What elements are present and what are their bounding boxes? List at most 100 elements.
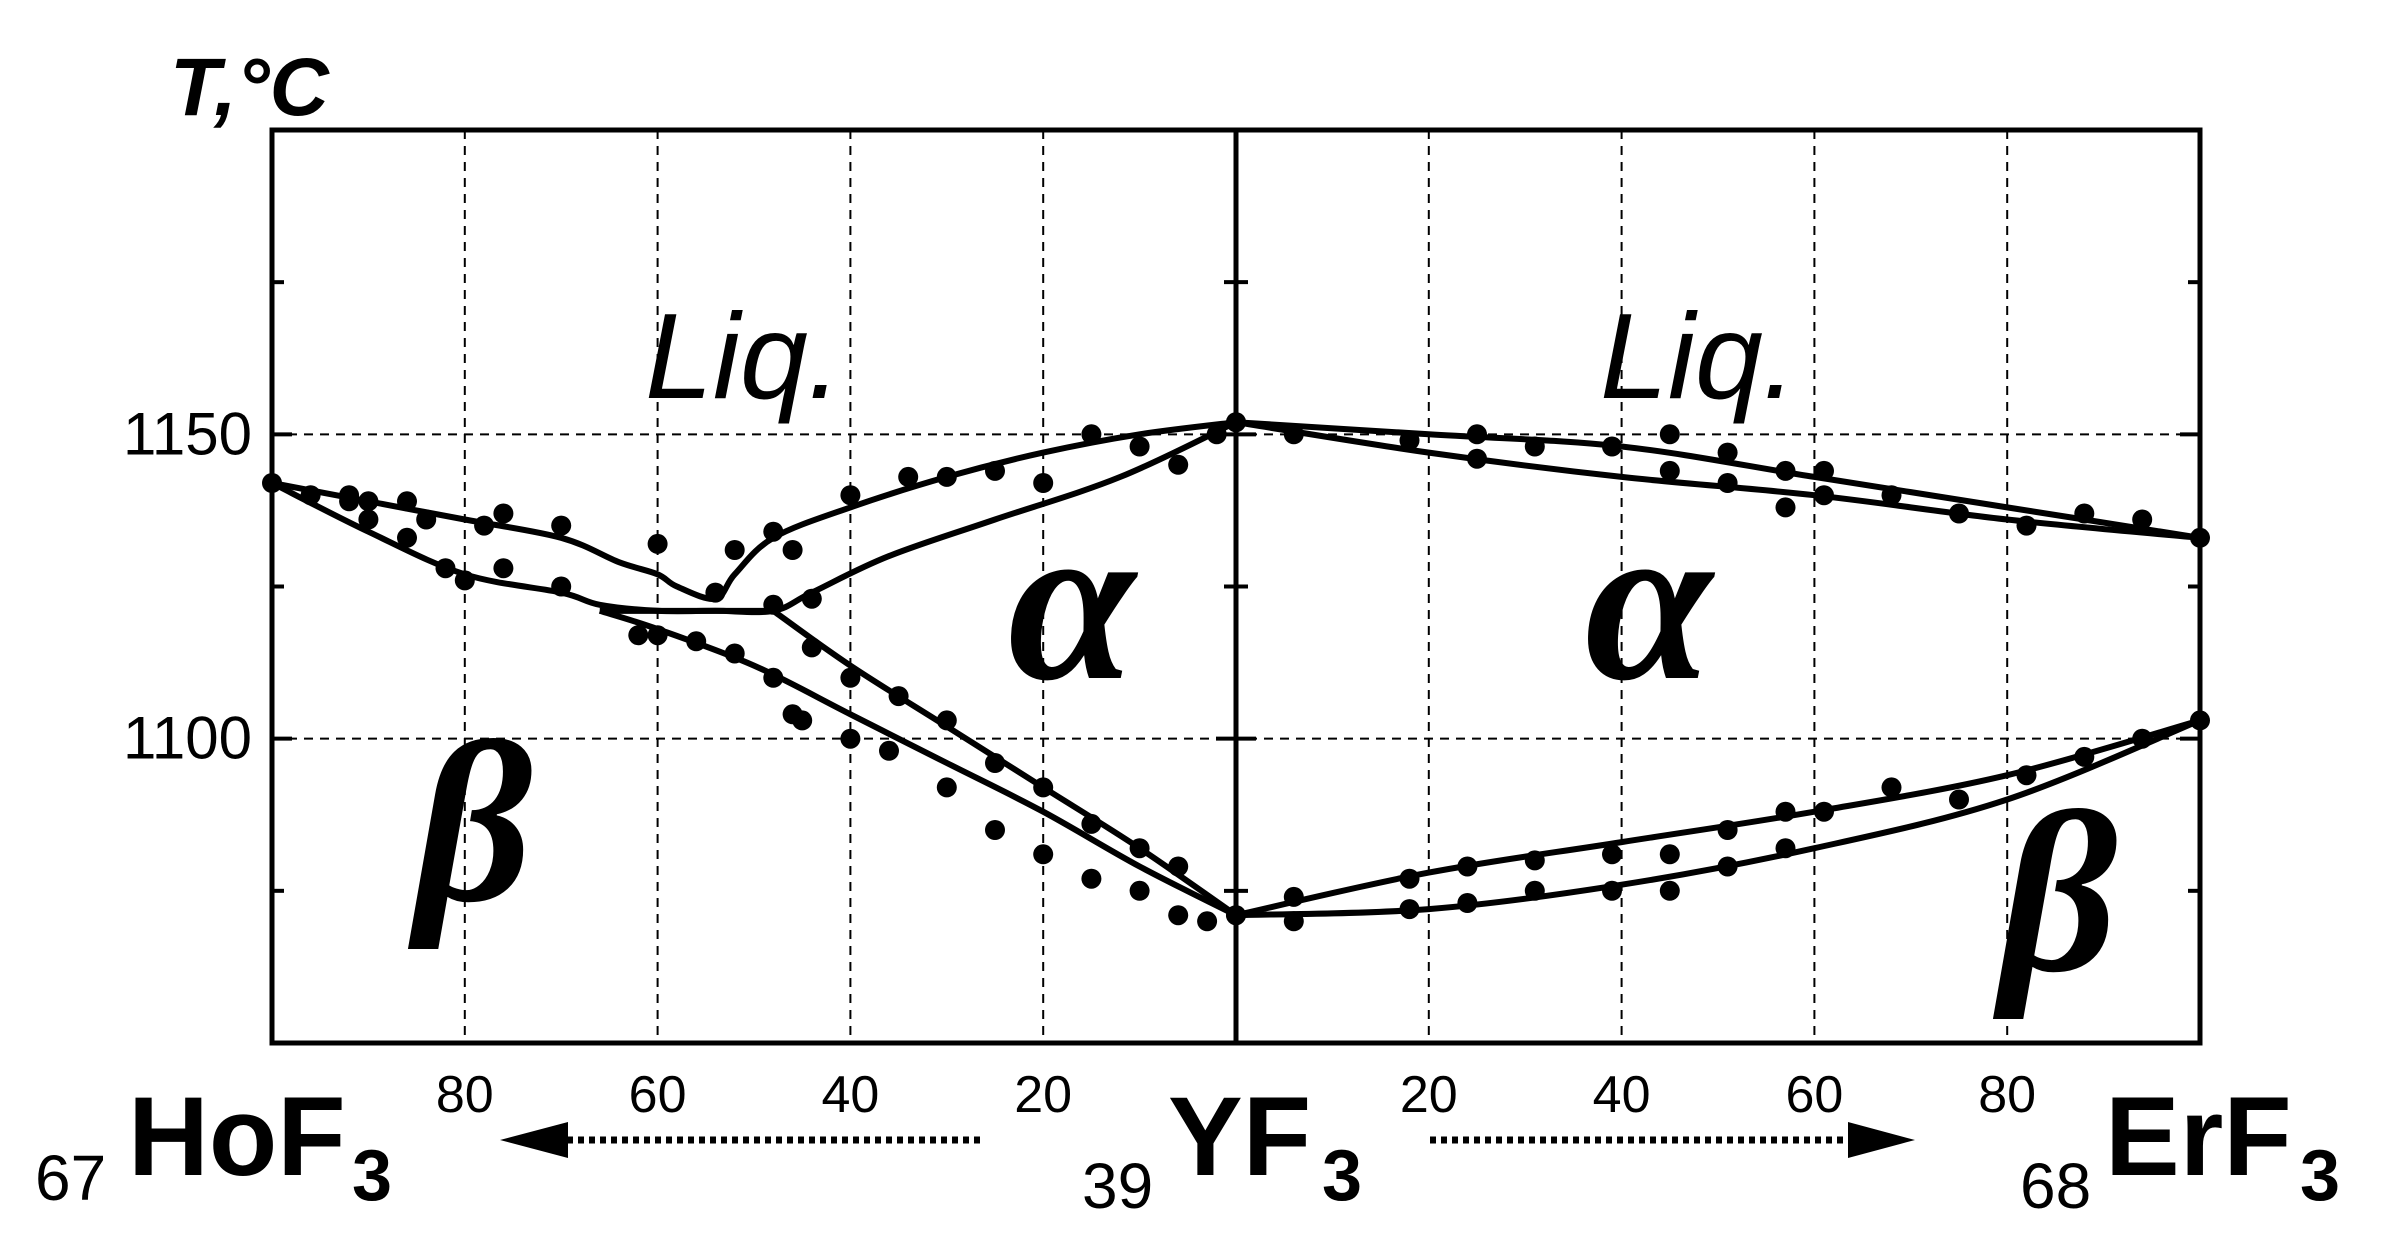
data-point: [435, 558, 456, 579]
data-point: [1524, 436, 1545, 457]
data-point: [686, 631, 707, 652]
data-point: [840, 728, 861, 749]
data-point: [1399, 868, 1420, 889]
data-point: [1524, 880, 1545, 901]
data-point: [936, 466, 957, 487]
data-point: [1033, 473, 1054, 493]
data-point: [763, 667, 784, 688]
data-point: [792, 710, 813, 731]
data-point: [763, 594, 784, 615]
data-point: [1814, 460, 1834, 481]
axis-ticks: [272, 280, 2200, 893]
region-label-beta-left: β: [407, 695, 533, 950]
svg-text:3: 3: [352, 1136, 392, 1216]
arrow-toward-hof3: [500, 1122, 980, 1158]
x-tick-label-right: 20: [1400, 1066, 1458, 1124]
boundary-curve-YF3-ErF3-0: [1235, 419, 2201, 541]
svg-text:3: 3: [1322, 1136, 1362, 1216]
svg-text:ErF: ErF: [2105, 1074, 2292, 1199]
data-point: [628, 625, 649, 646]
data-point: [1467, 424, 1487, 445]
data-point: [1033, 777, 1054, 798]
data-point: [454, 570, 475, 591]
y-tick-label: 1150: [123, 400, 252, 467]
data-point: [840, 485, 861, 506]
data-point: [1659, 844, 1680, 865]
data-point: [358, 509, 379, 530]
compound-label-erf3: 68 ErF 3: [2020, 1074, 2340, 1222]
compound-label-hof3: 67 HoF 3: [35, 1074, 392, 1216]
data-point: [724, 643, 745, 664]
data-point: [879, 740, 899, 761]
y-tick-label: 1100: [123, 705, 252, 772]
data-point: [1283, 886, 1304, 907]
data-point: [2074, 503, 2095, 524]
data-point: [1775, 838, 1796, 859]
data-point: [1949, 789, 1969, 810]
data-point: [1949, 503, 1969, 524]
x-tick-label-left: 60: [629, 1066, 687, 1124]
data-point: [339, 491, 360, 512]
measured-points: [262, 412, 2210, 932]
x-tick-label-right: 40: [1593, 1066, 1651, 1124]
data-point: [763, 521, 784, 542]
data-point: [1168, 856, 1189, 877]
data-point: [1457, 893, 1478, 913]
data-point: [1197, 911, 1218, 932]
data-point: [1033, 844, 1054, 865]
data-point: [1814, 801, 1834, 822]
data-point: [985, 753, 1005, 773]
data-point: [358, 491, 379, 512]
svg-text:67: 67: [35, 1142, 106, 1214]
data-point: [1659, 424, 1680, 445]
data-point: [1602, 844, 1622, 865]
data-point: [1881, 777, 1902, 798]
data-point: [1283, 911, 1304, 932]
data-point: [1081, 868, 1102, 889]
data-point: [888, 686, 909, 707]
data-point: [1881, 485, 1902, 506]
data-point: [1717, 442, 1738, 463]
data-point: [1129, 880, 1150, 901]
data-point: [300, 485, 321, 506]
data-point: [2016, 765, 2037, 786]
region-label-beta-right: β: [1992, 765, 2118, 1020]
region-label-liq-left: Liq.: [645, 288, 842, 424]
data-point: [2074, 746, 2095, 767]
data-point: [1602, 436, 1622, 457]
data-point: [1399, 899, 1420, 920]
x-tick-label-right: 60: [1785, 1066, 1843, 1124]
data-point: [985, 460, 1005, 481]
data-point: [2132, 728, 2153, 749]
x-tick-label-right: 80: [1978, 1066, 2036, 1124]
grid-lines: [272, 130, 2200, 1043]
region-label-alpha-left: α: [1008, 473, 1139, 728]
data-point: [493, 558, 514, 579]
data-point: [416, 509, 437, 530]
data-point: [1717, 473, 1738, 493]
data-point: [1129, 838, 1150, 859]
data-point: [1467, 448, 1487, 469]
data-point: [493, 503, 514, 524]
x-tick-label-left: 40: [821, 1066, 879, 1124]
boundary-curve-HoF3-YF3-2: [598, 607, 1238, 918]
x-tick-label-left: 20: [1014, 1066, 1072, 1124]
data-point: [1129, 436, 1150, 457]
data-point: [1081, 813, 1102, 834]
data-point: [1283, 424, 1304, 445]
boundary-curve-YF3-ErF3-1: [1235, 419, 2201, 541]
data-point: [397, 491, 417, 512]
data-point: [1659, 880, 1680, 901]
data-point: [1717, 820, 1738, 840]
data-point: [801, 637, 822, 658]
y-axis-label: T,°C: [170, 42, 331, 133]
data-point: [1457, 856, 1478, 877]
data-point: [2016, 515, 2037, 536]
data-point: [2132, 509, 2153, 530]
svg-text:39: 39: [1082, 1150, 1153, 1222]
data-point: [1168, 905, 1189, 926]
data-point: [647, 533, 668, 554]
data-point: [1168, 454, 1189, 475]
svg-text:3: 3: [2300, 1136, 2340, 1216]
